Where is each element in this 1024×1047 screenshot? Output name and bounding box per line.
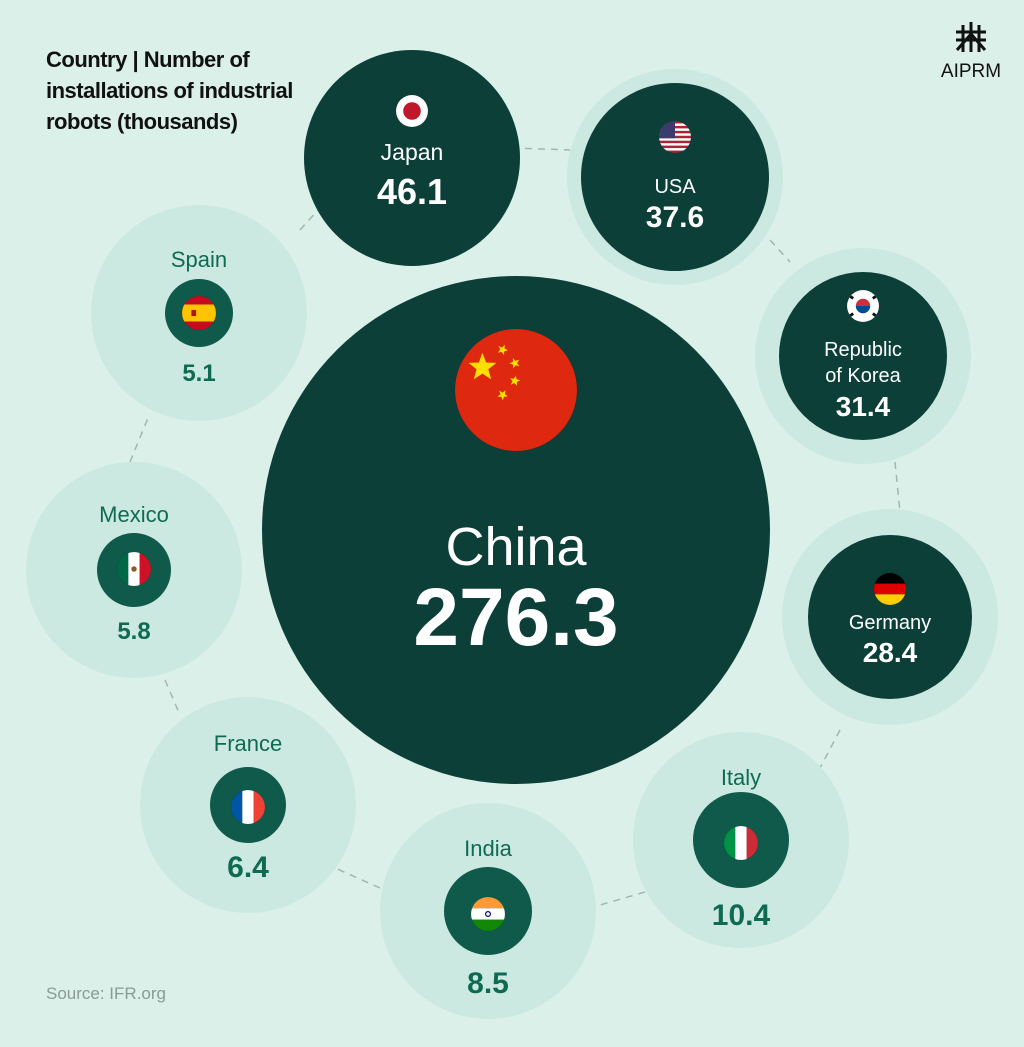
value-label-china: 276.3 bbox=[413, 572, 618, 663]
country-label-france: France bbox=[214, 731, 282, 756]
bubble-disc bbox=[779, 272, 947, 440]
china-flag-icon bbox=[454, 328, 578, 452]
value-label-republic-of-korea: 31.4 bbox=[836, 391, 891, 422]
value-label-france: 6.4 bbox=[227, 851, 269, 884]
country-label-usa: USA bbox=[654, 176, 696, 198]
bubble-india: India 8.5 bbox=[380, 803, 596, 1019]
bubble-germany: Germany 28.4 bbox=[782, 509, 998, 725]
logo-mark-icon bbox=[955, 22, 987, 52]
bubble-usa: USA 37.6 bbox=[567, 69, 783, 285]
bubble-republic-of-korea: Republic of Korea 31.4 bbox=[755, 248, 971, 464]
bubble-spain: Spain 5.1 bbox=[91, 205, 307, 421]
source-note: Source: IFR.org bbox=[46, 984, 166, 1003]
spain-flag-icon bbox=[181, 295, 217, 331]
country-label-germany: Germany bbox=[849, 612, 931, 634]
value-label-spain: 5.1 bbox=[182, 360, 215, 387]
logo-text: AIPRM bbox=[940, 61, 1002, 82]
bubble-italy: Italy 10.4 bbox=[633, 732, 849, 948]
country-label-italy: Italy bbox=[721, 765, 761, 790]
value-label-germany: 28.4 bbox=[863, 637, 918, 668]
value-label-japan: 46.1 bbox=[377, 171, 447, 212]
bubble-japan: Japan 46.1 bbox=[304, 50, 520, 266]
bubble-disc bbox=[304, 50, 520, 266]
country-label-republic-of-korea: Republic of Korea bbox=[824, 339, 902, 387]
value-label-mexico: 5.8 bbox=[117, 618, 150, 645]
bubble-disc bbox=[262, 276, 770, 784]
bubble-disc bbox=[808, 535, 972, 699]
japan-flag-icon bbox=[395, 94, 429, 128]
country-label-spain: Spain bbox=[171, 247, 227, 272]
bubble-disc bbox=[581, 83, 769, 271]
chart-title: Country | Number of installations of ind… bbox=[46, 44, 326, 137]
aiprm-logo: AIPRM bbox=[936, 20, 1006, 83]
chart-title-main: Number of installations of industrial ro… bbox=[46, 47, 293, 134]
germany-flag-icon bbox=[873, 572, 907, 606]
bubble-mexico: Mexico 5.8 bbox=[26, 462, 242, 678]
country-label-japan: Japan bbox=[381, 139, 444, 165]
country-label-china: China bbox=[445, 517, 587, 577]
country-label-mexico: Mexico bbox=[99, 502, 169, 527]
bubble-france: France 6.4 bbox=[140, 697, 356, 913]
value-label-usa: 37.6 bbox=[646, 201, 704, 234]
mexico-flag-icon bbox=[116, 551, 152, 587]
republic-of-korea-flag-icon bbox=[846, 289, 880, 323]
usa-flag-icon bbox=[658, 120, 692, 154]
country-label-india: India bbox=[464, 836, 512, 861]
value-label-italy: 10.4 bbox=[712, 899, 771, 932]
india-flag-icon bbox=[470, 896, 506, 932]
chart-title-prefix: Country | bbox=[46, 47, 144, 72]
france-flag-icon bbox=[230, 789, 266, 825]
italy-flag-icon bbox=[723, 825, 759, 861]
value-label-india: 8.5 bbox=[467, 967, 509, 1000]
